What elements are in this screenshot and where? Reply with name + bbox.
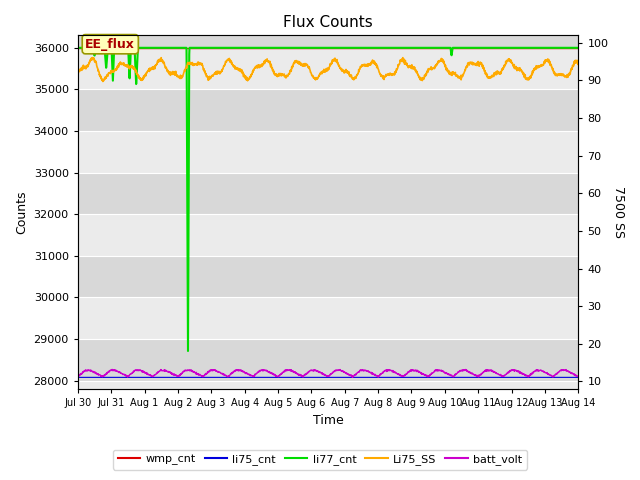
- Bar: [78, 36, 579, 48]
- Bar: [78, 89, 579, 131]
- Bar: [78, 214, 579, 256]
- Y-axis label: Counts: Counts: [15, 191, 28, 234]
- Title: Flux Counts: Flux Counts: [283, 15, 373, 30]
- Y-axis label: 7500 SS: 7500 SS: [612, 186, 625, 238]
- Bar: [78, 173, 579, 214]
- Bar: [78, 298, 579, 339]
- X-axis label: Time: Time: [313, 414, 344, 427]
- Bar: [78, 256, 579, 298]
- Text: EE_flux: EE_flux: [85, 38, 135, 51]
- Legend: wmp_cnt, li75_cnt, li77_cnt, Li75_SS, batt_volt: wmp_cnt, li75_cnt, li77_cnt, Li75_SS, ba…: [113, 450, 527, 469]
- Bar: [78, 381, 579, 389]
- Bar: [78, 339, 579, 381]
- Bar: [78, 131, 579, 173]
- Bar: [78, 48, 579, 89]
